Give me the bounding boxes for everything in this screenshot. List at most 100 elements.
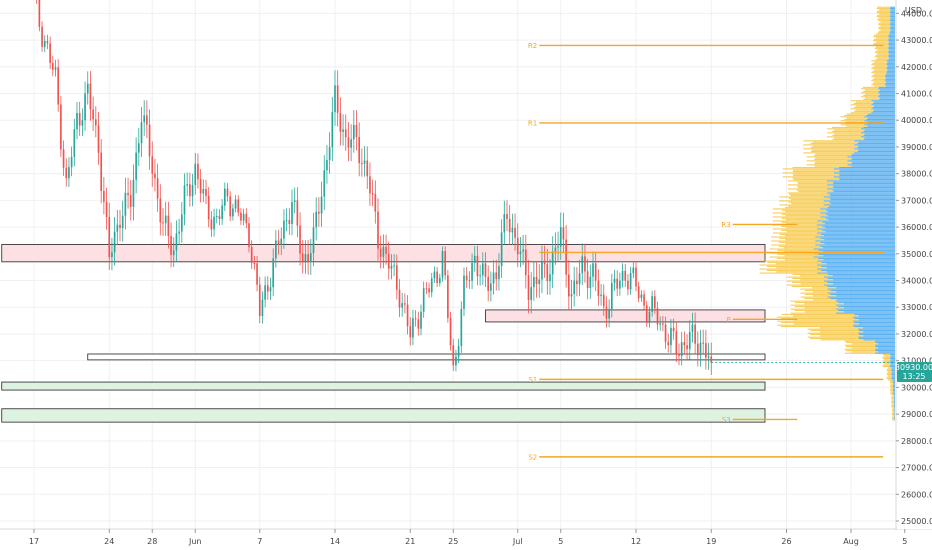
candle-body bbox=[156, 178, 159, 199]
candle-body bbox=[433, 271, 436, 279]
volume-profile-sell-bar bbox=[781, 229, 823, 231]
volume-profile-sell-bar bbox=[772, 212, 821, 214]
candle-body bbox=[492, 272, 495, 284]
volume-profile-buy-bar bbox=[822, 229, 895, 231]
candle-body bbox=[382, 246, 385, 257]
candle-body bbox=[530, 287, 533, 300]
volume-profile-buy-bar bbox=[889, 57, 895, 59]
candle-body bbox=[140, 122, 143, 144]
volume-profile-buy-bar bbox=[851, 165, 895, 167]
candle-body bbox=[127, 192, 129, 196]
volume-profile-buy-bar bbox=[829, 197, 895, 199]
volume-profile-sell-bar bbox=[890, 391, 894, 393]
candle-body bbox=[584, 256, 586, 272]
support-resistance-zones bbox=[1, 244, 766, 423]
volume-profile-sell-bar bbox=[872, 70, 887, 72]
candle-body bbox=[490, 283, 492, 291]
volume-profile-sell-bar bbox=[759, 272, 818, 274]
volume-profile-sell-bar bbox=[796, 189, 833, 191]
volume-profile-sell-bar bbox=[864, 97, 880, 99]
candle-body bbox=[455, 356, 457, 366]
candle-body bbox=[533, 276, 535, 288]
candle-body bbox=[86, 83, 89, 94]
candle-body bbox=[519, 251, 522, 255]
volume-profile-sell-bar bbox=[806, 156, 848, 158]
volume-profile-sell-bar bbox=[876, 12, 890, 14]
volume-profile-sell-bar bbox=[884, 359, 891, 361]
volume-profile-buy-bar bbox=[833, 183, 895, 185]
volume-profile-buy-bar bbox=[818, 257, 895, 259]
candle-body bbox=[84, 93, 86, 121]
volume-profile-buy-bar bbox=[838, 309, 895, 312]
volume-profile-buy-bar bbox=[827, 292, 895, 294]
volume-profile-sell-bar bbox=[850, 112, 872, 114]
volume-profile-sell-bar bbox=[815, 153, 853, 155]
volume-profile-sell-bar bbox=[810, 329, 860, 332]
candle-body bbox=[447, 275, 449, 318]
y-tick-label: 26000.00 bbox=[901, 490, 932, 499]
volume-profile-sell-bar bbox=[844, 344, 875, 346]
volume-profile-sell-bar bbox=[844, 352, 875, 354]
candle-body bbox=[315, 211, 318, 228]
volume-profile-buy-bar bbox=[889, 32, 895, 34]
volume-profile-sell-bar bbox=[779, 233, 821, 235]
candle-body bbox=[73, 129, 76, 157]
volume-profile-buy-bar bbox=[889, 45, 895, 47]
volume-profile-buy-bar bbox=[879, 86, 895, 88]
volume-profile-sell-bar bbox=[784, 207, 828, 209]
candle-body bbox=[277, 240, 280, 245]
candle-body bbox=[508, 218, 511, 233]
volume-profile-buy-bar bbox=[890, 366, 895, 368]
volume-profile-sell-bar bbox=[790, 304, 836, 306]
x-axis-ticks: 17 24 28 Jun 7 14 21 25 Jul 5 12 19 26 Aug 5 bbox=[29, 529, 907, 546]
volume-profile-sell-bar bbox=[886, 374, 892, 376]
volume-profile-buy-bar bbox=[839, 166, 895, 169]
volume-profile-buy-bar bbox=[888, 50, 895, 52]
volume-profile-buy-bar bbox=[821, 265, 895, 267]
volume-profile-buy-bar bbox=[894, 415, 895, 417]
candle-body bbox=[624, 270, 627, 281]
candle-body bbox=[538, 279, 541, 285]
volume-profile-sell-bar bbox=[785, 219, 829, 221]
volume-profile-sell-bar bbox=[813, 154, 852, 157]
volume-profile-sell-bar bbox=[777, 324, 853, 326]
volume-profile-sell-bar bbox=[892, 412, 895, 414]
volume-profile-sell-bar bbox=[806, 160, 848, 162]
candle-body bbox=[543, 260, 546, 265]
volume-profile-buy-bar bbox=[890, 17, 895, 19]
y-tick-label: 44000.00 bbox=[901, 9, 932, 18]
volume-profile-buy-bar bbox=[894, 419, 895, 421]
volume-profile-buy-bar bbox=[826, 263, 895, 265]
x-tick-label: Jul bbox=[512, 537, 523, 546]
candle-body bbox=[342, 129, 344, 132]
volume-profile-buy-bar bbox=[890, 21, 895, 23]
volume-profile-buy-bar bbox=[888, 58, 895, 60]
volume-profile-sell-bar bbox=[812, 291, 837, 293]
volume-profile-sell-bar bbox=[844, 348, 875, 350]
volume-profile-sell-bar bbox=[874, 61, 888, 63]
volume-profile-sell-bar bbox=[891, 402, 895, 404]
volume-profile-sell-bar bbox=[882, 362, 891, 364]
volume-profile-buy-bar bbox=[886, 60, 895, 62]
volume-profile-sell-bar bbox=[891, 395, 895, 397]
volume-profile-sell-bar bbox=[786, 280, 824, 282]
volume-profile-sell-bar bbox=[767, 261, 822, 263]
volume-profile-buy-bar bbox=[890, 363, 895, 365]
volume-profile-buy-bar bbox=[891, 371, 895, 373]
candle-body bbox=[379, 248, 382, 257]
candle-body bbox=[331, 112, 334, 148]
volume-profile-buy-bar bbox=[888, 40, 895, 42]
volume-profile-sell-bar bbox=[776, 257, 819, 259]
volume-profile-buy-bar bbox=[889, 49, 895, 51]
volume-profile-buy-bar bbox=[833, 191, 895, 193]
candle-body bbox=[404, 303, 406, 305]
volume-profile-sell-bar bbox=[871, 72, 887, 74]
volume-profile-buy-bar bbox=[832, 275, 895, 277]
volume-profile-sell-bar bbox=[878, 20, 890, 22]
candlesticks[interactable] bbox=[36, 0, 896, 375]
volume-profile-buy-bar bbox=[839, 174, 895, 177]
volume-profile-sell-bar bbox=[785, 223, 826, 225]
volume-profile-buy-bar bbox=[894, 396, 895, 398]
volume-profile-buy-bar bbox=[864, 133, 895, 135]
